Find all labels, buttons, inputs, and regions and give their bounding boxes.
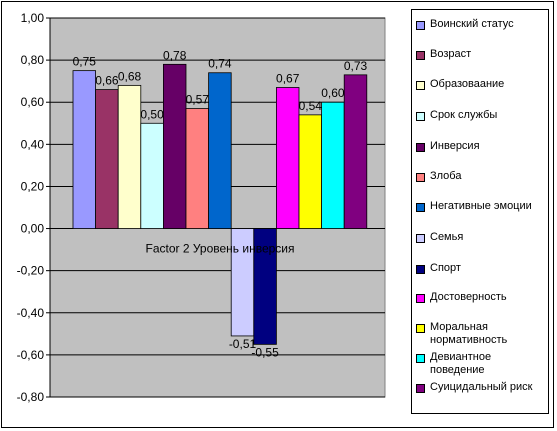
legend-swatch — [416, 173, 425, 182]
data-label: 0,57 — [186, 93, 210, 107]
bar — [140, 122, 164, 229]
bar — [275, 87, 300, 229]
legend-swatch — [416, 234, 425, 243]
data-label: -0,55 — [251, 345, 279, 359]
legend-swatch — [416, 324, 425, 333]
y-tick-label: 0,80 — [21, 53, 45, 67]
bar — [117, 84, 142, 229]
legend-swatch — [416, 81, 425, 90]
legend-label: Воинский статус — [430, 18, 514, 30]
bar — [95, 89, 119, 229]
data-label: 0,73 — [344, 59, 368, 73]
data-label: 0,67 — [276, 71, 300, 85]
legend-swatch — [416, 354, 425, 363]
legend-swatch — [416, 51, 425, 60]
legend: Воинский статус Возраст Образоваание Срок с… — [411, 9, 549, 414]
y-tick-label: -0,80 — [17, 390, 45, 404]
data-label: 0,78 — [163, 48, 187, 62]
data-label: -0,51 — [229, 337, 257, 351]
y-tick-label: 0,40 — [21, 137, 45, 151]
y-tick-label: 1,00 — [21, 11, 45, 25]
legend-swatch — [416, 112, 425, 121]
y-tick-label: 0,20 — [21, 179, 45, 193]
data-label: 0,54 — [299, 99, 323, 113]
data-label: 0,66 — [95, 74, 119, 88]
bar — [185, 108, 210, 229]
legend-label: Семья — [430, 231, 464, 243]
legend-label: Моральная нормативность — [430, 321, 508, 346]
y-tick-label: -0,60 — [17, 348, 45, 362]
legend-swatch — [416, 21, 425, 30]
data-label: 0,60 — [321, 86, 345, 100]
legend-label: Негативные эмоции — [430, 200, 532, 212]
legend-label: Образоваание — [430, 78, 505, 90]
data-label: 0,50 — [140, 107, 164, 121]
bar — [253, 228, 277, 345]
bar — [72, 70, 97, 229]
data-label: 0,75 — [73, 55, 97, 69]
data-label: 0,68 — [118, 69, 142, 83]
legend-swatch — [416, 203, 425, 212]
legend-label: Злоба — [430, 170, 462, 182]
y-tick-label: -0,20 — [17, 264, 45, 278]
bar — [208, 72, 232, 229]
bar — [298, 114, 323, 229]
legend-swatch — [416, 265, 425, 274]
legend-swatch — [416, 143, 425, 152]
legend-label: Суицидальный риск — [430, 381, 533, 393]
y-tick-label: 0,00 — [21, 222, 45, 236]
legend-label: Девиантное поведение — [430, 351, 492, 376]
legend-label: Инверсия — [430, 140, 480, 152]
bar — [343, 74, 368, 229]
category-label: Factor 2 Уровень инверсия — [145, 242, 294, 256]
legend-swatch — [416, 294, 425, 303]
bar — [321, 101, 345, 229]
data-label: 0,74 — [208, 57, 232, 71]
legend-label: Возраст — [430, 48, 472, 60]
legend-label: Срок службы — [430, 109, 498, 121]
bar — [162, 63, 187, 229]
legend-label: Достоверность — [430, 291, 507, 303]
y-tick-label: 0,60 — [21, 95, 45, 109]
legend-label: Спорт — [430, 262, 461, 274]
legend-swatch — [416, 384, 425, 393]
y-tick-label: -0,40 — [17, 306, 45, 320]
